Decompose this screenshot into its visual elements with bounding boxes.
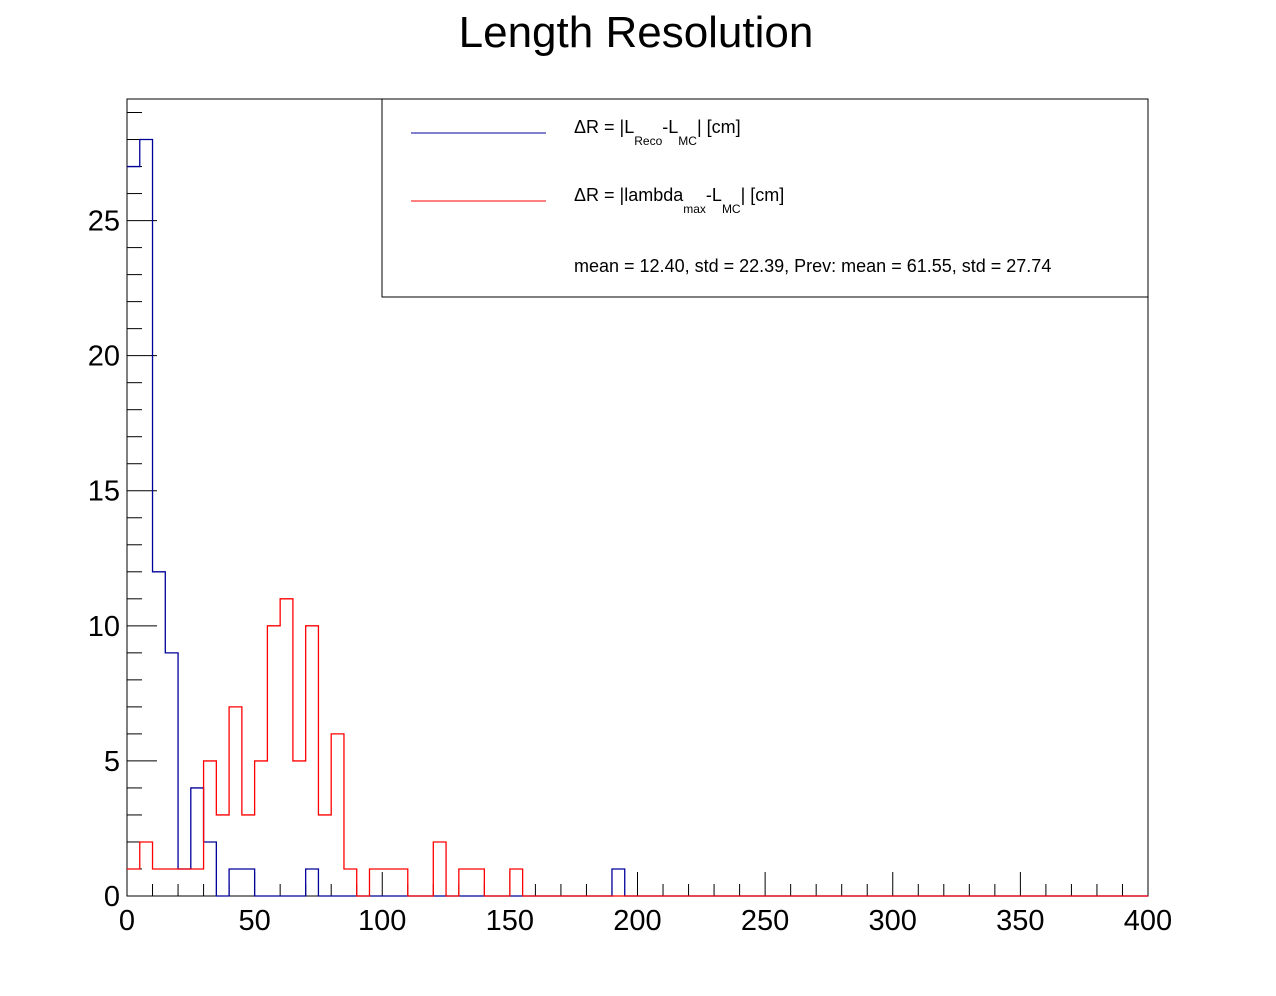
legend-box: [381, 98, 1149, 298]
y-axis: 0 5 10 15 20 25: [88, 112, 157, 913]
series-layer: [127, 138, 1148, 897]
legend: ΔR = |LReco-LMC| [cm] ΔR = |lambdamax-LMC…: [381, 98, 1149, 298]
y-tick-label: 25: [88, 206, 120, 238]
x-tick-label: 300: [869, 905, 917, 937]
y-tick-label: 20: [88, 341, 120, 373]
x-tick-label: 250: [741, 905, 789, 937]
x-tick-label: 0: [119, 905, 135, 937]
x-tick-label: 200: [613, 905, 661, 937]
x-tick-label: 350: [996, 905, 1044, 937]
x-tick-label: 50: [238, 905, 270, 937]
legend-stats-text: mean = 12.40, std = 22.39, Prev: mean = …: [574, 256, 1051, 276]
y-tick-label: 10: [88, 611, 120, 643]
x-tick-label: 100: [358, 905, 406, 937]
legend-label-2: ΔR = |lambdamax-LMC| [cm]: [574, 185, 784, 216]
y-tick-label: 15: [88, 476, 120, 508]
x-tick-label: 150: [486, 905, 534, 937]
histogram-series-2: [127, 598, 1148, 897]
x-axis: 0 50 100 150 200 250 300 350 400: [119, 872, 1172, 937]
chart-title: Length Resolution: [459, 8, 814, 57]
legend-label-1: ΔR = |LReco-LMC| [cm]: [574, 117, 741, 148]
y-tick-label: 0: [104, 881, 120, 913]
x-tick-label: 400: [1124, 905, 1172, 937]
y-tick-label: 5: [104, 746, 120, 778]
